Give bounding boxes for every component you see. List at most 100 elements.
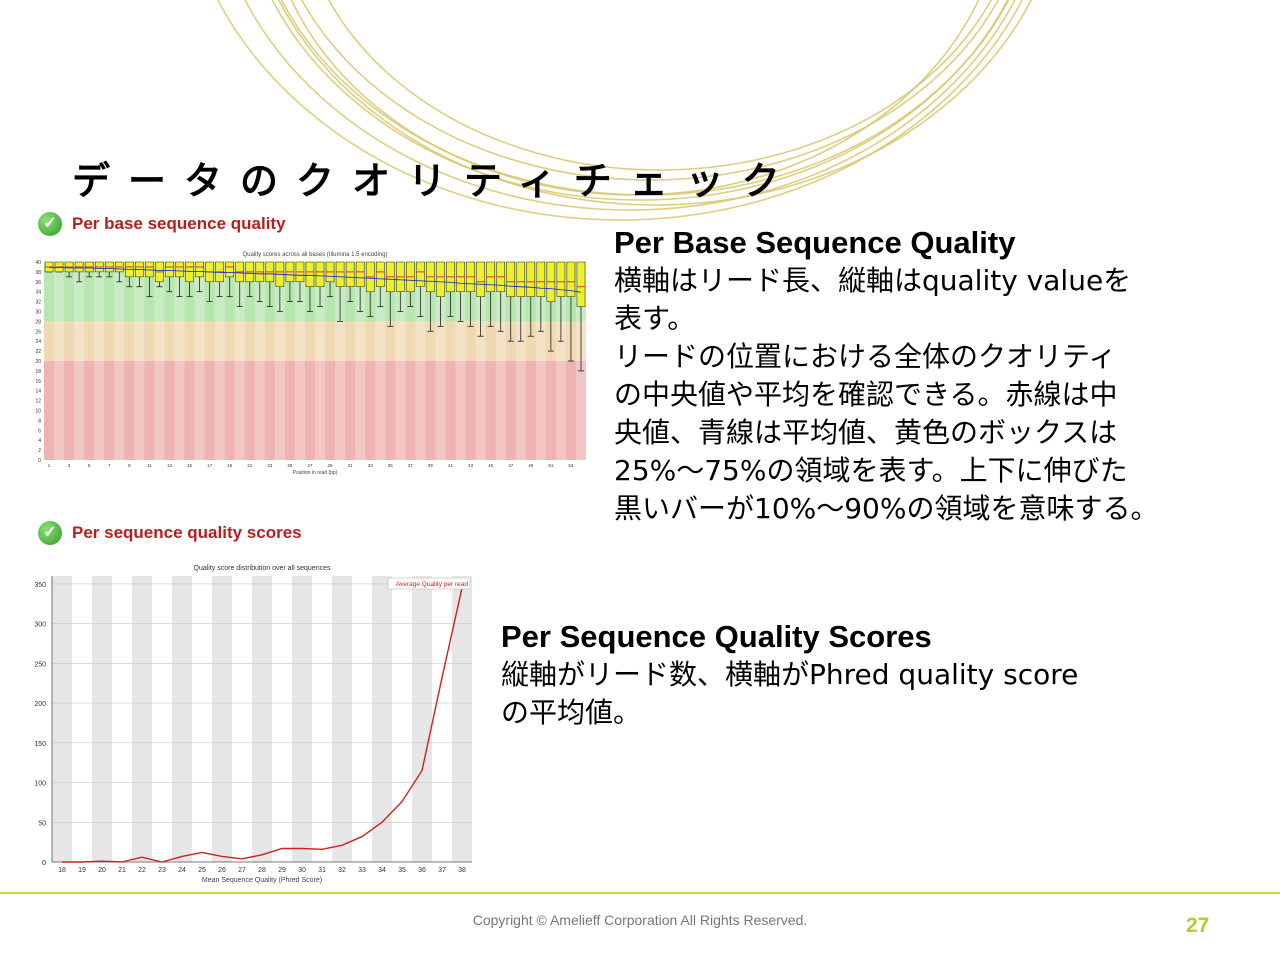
x-tick-label: 35: [388, 463, 394, 468]
y-tick-label: 350: [34, 582, 46, 589]
x-tick-label: 49: [528, 463, 534, 468]
check-ok-icon: ✓: [38, 212, 62, 236]
quartile-box: [355, 261, 365, 287]
quartile-box: [195, 261, 204, 278]
x-tick-label: 41: [448, 463, 454, 468]
x-tick-label: 25: [287, 463, 293, 468]
x-tick-label: 15: [187, 463, 193, 468]
x-tick-label: 21: [247, 463, 253, 468]
grid-band: [452, 576, 472, 862]
quartile-box: [416, 261, 425, 287]
quality-zone: [44, 321, 586, 361]
x-tick-label: 53: [568, 463, 574, 468]
position-band: [435, 262, 446, 460]
chart-title: Quality score distribution over all sequ…: [194, 565, 331, 572]
position-band: [555, 262, 566, 460]
position-band: [274, 262, 285, 460]
y-tick-label: 50: [38, 820, 46, 827]
y-tick-label: 200: [34, 701, 46, 708]
position-band: [415, 262, 426, 460]
grid-band: [412, 576, 432, 862]
quartile-box: [556, 261, 566, 297]
quartile-box: [476, 261, 485, 297]
quartile-box: [506, 261, 515, 297]
x-tick-label: 23: [267, 463, 273, 468]
per-sequence-quality-chart: Quality score distribution over all sequ…: [34, 565, 472, 884]
position-band: [134, 262, 145, 460]
grid-band: [52, 576, 72, 862]
chart-title: Quality scores across all bases (Illumin…: [242, 252, 387, 258]
description-line: リードの位置における全体のクオリティ: [614, 340, 1117, 373]
x-tick-label: 51: [548, 463, 554, 468]
quartile-box: [526, 261, 536, 297]
x-tick-label: 3: [68, 463, 71, 468]
y-tick-label: 100: [34, 781, 46, 788]
per-base-quality-chart: Quality scores across all bases (Illumin…: [30, 246, 590, 476]
quartile-box: [375, 261, 385, 287]
per-sequence-panel-header: ✓ Per sequence quality scores: [38, 521, 302, 545]
footer-divider: [0, 892, 1280, 894]
grid-band: [132, 576, 152, 862]
decorative-arc: [290, 0, 980, 196]
x-tick-label: 31: [318, 867, 326, 874]
quality-zone: [44, 262, 586, 322]
position-band: [375, 262, 386, 460]
decorative-arc: [328, 0, 992, 171]
quartile-box: [305, 261, 315, 287]
per-sequence-panel-label: Per sequence quality scores: [72, 523, 302, 542]
y-tick-label: 22: [35, 349, 41, 355]
position-band: [174, 262, 185, 460]
y-tick-label: 26: [35, 329, 41, 335]
grid-band: [92, 576, 112, 862]
x-tick-label: 37: [408, 463, 414, 468]
x-tick-label: 1: [48, 463, 51, 468]
y-tick-label: 16: [35, 379, 41, 385]
quality-zone: [44, 361, 586, 460]
per-base-heading: Per Base Sequence Quality: [614, 225, 1016, 260]
position-band: [294, 262, 305, 460]
y-tick-label: 12: [35, 399, 41, 405]
x-tick-label: 19: [227, 463, 233, 468]
position-band: [315, 262, 326, 460]
x-tick-label: 27: [238, 867, 246, 874]
x-tick-label: 30: [298, 867, 306, 874]
y-tick-label: 0: [38, 458, 41, 464]
description-line: 央値、青線は平均値、黄色のボックスは: [614, 416, 1118, 449]
quartile-box: [335, 261, 345, 287]
grid-band: [212, 576, 232, 862]
quartile-box: [576, 261, 586, 307]
y-tick-label: 0: [42, 860, 46, 867]
x-tick-label: 22: [138, 867, 146, 874]
quartile-box: [185, 261, 194, 283]
x-tick-label: 11: [147, 463, 152, 468]
x-tick-label: 36: [418, 867, 426, 874]
y-tick-label: 2: [38, 448, 41, 454]
position-band: [535, 262, 546, 460]
x-tick-label: 31: [348, 463, 354, 468]
x-tick-label: 26: [218, 867, 226, 874]
per-base-panel-header: ✓ Per base sequence quality: [38, 212, 286, 236]
x-tick-label: 34: [378, 867, 386, 874]
y-tick-label: 20: [35, 359, 41, 365]
x-tick-label: 37: [438, 867, 446, 874]
quartile-box: [536, 261, 546, 297]
x-tick-label: 35: [398, 867, 406, 874]
x-tick-label: 47: [508, 463, 514, 468]
quartile-box: [225, 261, 234, 278]
y-tick-label: 40: [35, 260, 41, 266]
x-tick-label: 29: [328, 463, 334, 468]
decorative-arc: [216, 0, 1024, 221]
grid-band: [372, 576, 392, 862]
x-tick-label: 9: [128, 463, 131, 468]
position-band: [114, 262, 125, 460]
y-tick-label: 38: [35, 270, 41, 276]
position-band: [74, 262, 85, 460]
copyright-text: Copyright © Amelieff Corporation All Rig…: [472, 912, 808, 928]
y-tick-label: 32: [35, 300, 41, 306]
y-tick-label: 34: [35, 290, 41, 296]
y-tick-label: 18: [35, 369, 41, 375]
description-line: 縦軸がリード数、横軸がPhred quality score: [501, 658, 1079, 691]
quartile-box: [566, 261, 576, 297]
quartile-box: [345, 261, 355, 287]
y-tick-label: 30: [35, 310, 41, 316]
